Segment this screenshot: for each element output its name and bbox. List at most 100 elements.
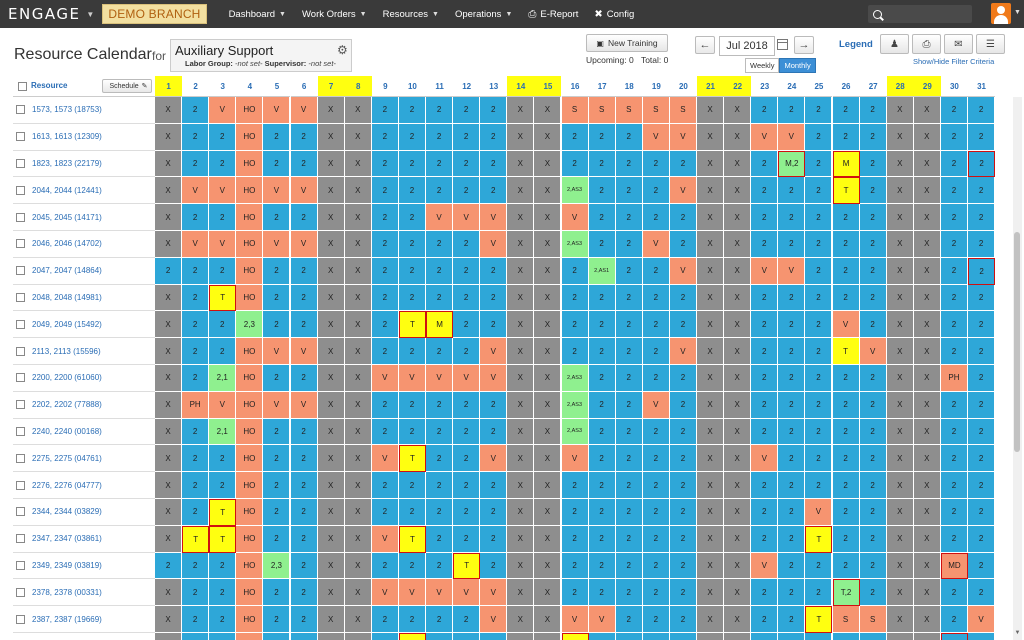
- schedule-cell[interactable]: 2: [263, 606, 291, 633]
- schedule-cell[interactable]: 2: [805, 472, 833, 499]
- resource-name-link[interactable]: 2044, 2044 (12441): [32, 185, 102, 195]
- schedule-cell[interactable]: V: [480, 579, 508, 607]
- schedule-cell[interactable]: 2: [805, 338, 833, 365]
- row-checkbox[interactable]: [16, 480, 25, 490]
- schedule-cell[interactable]: 2: [805, 633, 833, 640]
- schedule-cell[interactable]: X: [724, 150, 752, 178]
- schedule-cell[interactable]: X: [507, 257, 535, 285]
- schedule-cell[interactable]: 2: [751, 606, 779, 633]
- schedule-cell[interactable]: 2: [778, 472, 806, 499]
- day-header-22[interactable]: 22: [724, 76, 752, 97]
- schedule-cell[interactable]: 2: [642, 418, 670, 446]
- schedule-cell[interactable]: 2: [453, 633, 481, 640]
- schedule-cell[interactable]: 2: [561, 499, 589, 526]
- schedule-cell[interactable]: 2: [859, 365, 887, 392]
- schedule-cell[interactable]: 2: [182, 445, 210, 473]
- schedule-cell[interactable]: X: [317, 150, 345, 178]
- schedule-cell[interactable]: X: [317, 472, 345, 499]
- schedule-cell[interactable]: X: [697, 177, 725, 205]
- schedule-cell[interactable]: X: [534, 552, 562, 580]
- schedule-cell[interactable]: 2: [615, 257, 643, 285]
- row-checkbox[interactable]: [16, 346, 25, 356]
- schedule-cell[interactable]: 2: [615, 445, 643, 473]
- schedule-cell[interactable]: 2: [588, 499, 616, 526]
- schedule-cell[interactable]: X: [155, 284, 183, 312]
- schedule-cell[interactable]: X: [317, 418, 345, 446]
- row-checkbox[interactable]: [16, 105, 25, 115]
- schedule-cell[interactable]: X: [344, 177, 372, 205]
- schedule-cell[interactable]: X: [886, 311, 914, 339]
- schedule-cell[interactable]: 2: [778, 311, 806, 339]
- schedule-cell[interactable]: 2: [371, 633, 399, 640]
- schedule-cell[interactable]: 2: [561, 123, 589, 151]
- schedule-cell[interactable]: 2: [588, 150, 616, 178]
- schedule-cell[interactable]: X: [886, 284, 914, 312]
- schedule-cell[interactable]: 2: [669, 311, 697, 339]
- schedule-cell[interactable]: X: [317, 311, 345, 339]
- schedule-cell[interactable]: X: [155, 418, 183, 446]
- schedule-cell[interactable]: 2: [426, 445, 454, 473]
- schedule-cell[interactable]: 2: [453, 123, 481, 151]
- schedule-cell[interactable]: V: [832, 311, 860, 339]
- schedule-cell[interactable]: 2: [615, 418, 643, 446]
- schedule-cell[interactable]: 2: [263, 311, 291, 339]
- schedule-cell[interactable]: X: [697, 579, 725, 607]
- row-checkbox[interactable]: [16, 239, 25, 249]
- day-header-26[interactable]: 26: [832, 76, 860, 97]
- schedule-cell[interactable]: X: [697, 391, 725, 419]
- print-button[interactable]: ⎙: [912, 34, 941, 54]
- schedule-cell[interactable]: S: [832, 606, 860, 633]
- schedule-cell[interactable]: 2: [263, 150, 291, 178]
- schedule-cell[interactable]: V: [209, 391, 237, 419]
- schedule-cell[interactable]: X: [155, 97, 183, 124]
- schedule-cell[interactable]: 2: [669, 204, 697, 231]
- day-header-25[interactable]: 25: [805, 76, 833, 97]
- schedule-cell[interactable]: V: [669, 177, 697, 205]
- schedule-cell[interactable]: 2,3: [236, 311, 264, 339]
- schedule-cell[interactable]: 2: [263, 365, 291, 392]
- schedule-cell[interactable]: X: [913, 499, 941, 526]
- resource-name-link[interactable]: 2240, 2240 (00168): [32, 426, 102, 436]
- schedule-cell[interactable]: 2: [371, 177, 399, 205]
- schedule-cell[interactable]: 2: [968, 579, 996, 607]
- schedule-cell[interactable]: 2: [642, 445, 670, 473]
- schedule-cell[interactable]: PH: [940, 365, 968, 392]
- schedule-cell[interactable]: X: [317, 365, 345, 392]
- schedule-cell[interactable]: 2,AS3: [561, 365, 589, 392]
- schedule-cell[interactable]: 2: [751, 525, 779, 553]
- schedule-cell[interactable]: 2: [859, 257, 887, 285]
- day-header-19[interactable]: 19: [642, 76, 670, 97]
- schedule-cell[interactable]: V: [480, 606, 508, 633]
- schedule-cell[interactable]: 2: [940, 123, 968, 151]
- month-field[interactable]: Jul 2018: [719, 36, 775, 56]
- schedule-cell[interactable]: 2: [209, 552, 237, 580]
- schedule-cell[interactable]: 2: [642, 150, 670, 178]
- schedule-cell[interactable]: 2: [182, 257, 210, 285]
- schedule-cell[interactable]: V: [968, 606, 996, 633]
- schedule-cell[interactable]: 2: [209, 472, 237, 499]
- schedule-cell[interactable]: T: [398, 311, 426, 339]
- schedule-cell[interactable]: 2: [209, 445, 237, 473]
- schedule-cell[interactable]: 2: [778, 177, 806, 205]
- schedule-cell[interactable]: X: [886, 391, 914, 419]
- schedule-cell[interactable]: 2: [290, 445, 318, 473]
- day-header-17[interactable]: 17: [588, 76, 616, 97]
- schedule-cell[interactable]: 2: [588, 231, 616, 258]
- schedule-cell[interactable]: X: [913, 123, 941, 151]
- day-header-1[interactable]: 1: [155, 76, 183, 97]
- schedule-cell[interactable]: 2: [832, 257, 860, 285]
- schedule-cell[interactable]: 2: [453, 257, 481, 285]
- schedule-cell[interactable]: X: [155, 150, 183, 178]
- schedule-cell[interactable]: X: [724, 579, 752, 607]
- schedule-cell[interactable]: X: [886, 445, 914, 473]
- schedule-cell[interactable]: 2: [968, 150, 996, 178]
- resource-name-link[interactable]: 2275, 2275 (04761): [32, 453, 102, 463]
- schedule-cell[interactable]: 2: [968, 525, 996, 553]
- day-header-14[interactable]: 14: [507, 76, 535, 97]
- schedule-cell[interactable]: V: [480, 338, 508, 365]
- schedule-cell[interactable]: 2: [940, 257, 968, 285]
- schedule-cell[interactable]: T: [805, 606, 833, 633]
- schedule-cell[interactable]: X: [886, 499, 914, 526]
- schedule-cell[interactable]: X: [534, 150, 562, 178]
- schedule-cell[interactable]: X: [886, 472, 914, 499]
